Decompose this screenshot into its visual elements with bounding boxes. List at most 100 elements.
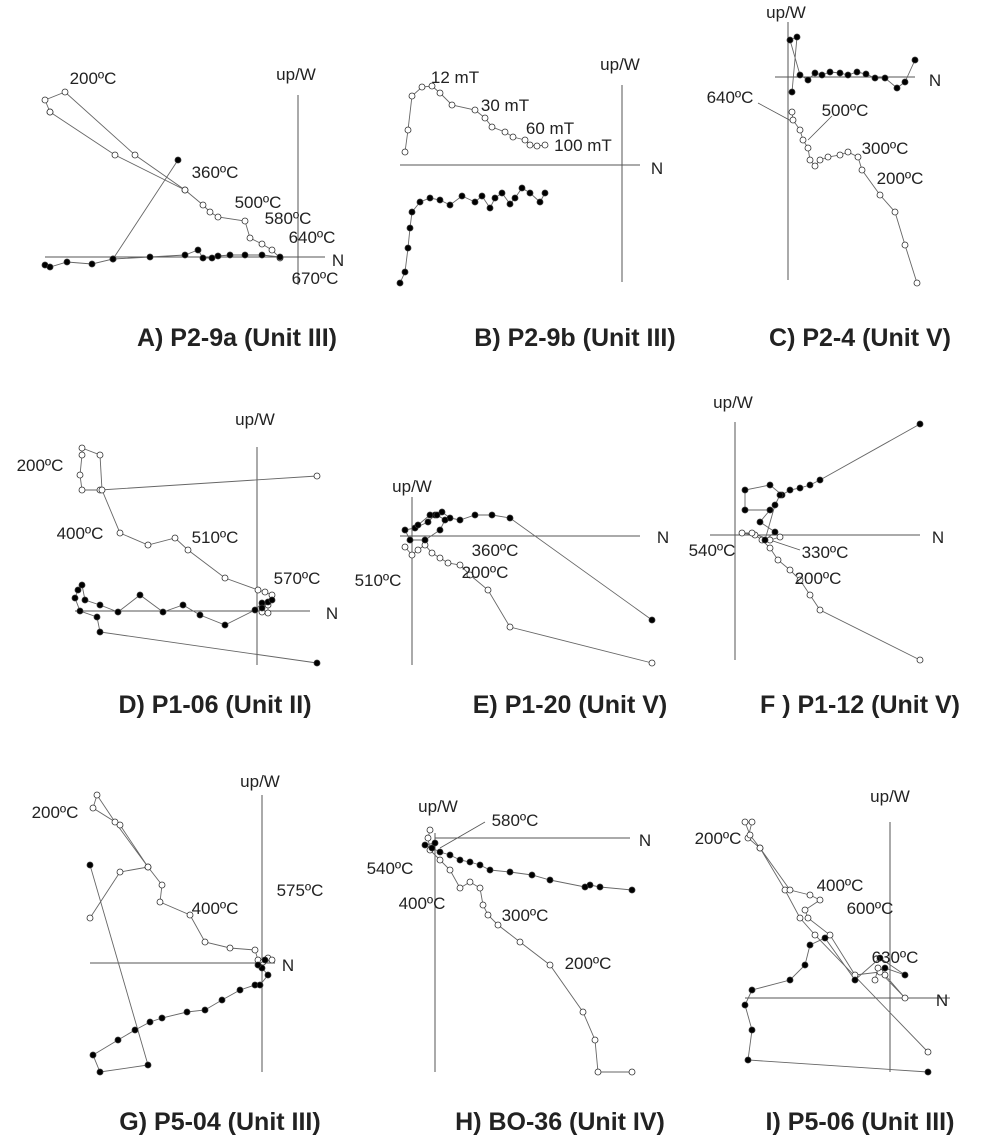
filled-point bbox=[506, 514, 514, 522]
open-point bbox=[488, 123, 496, 131]
open-point bbox=[436, 554, 444, 562]
open-point bbox=[471, 106, 479, 114]
open-point bbox=[268, 956, 276, 964]
open-point bbox=[591, 1036, 599, 1044]
open-point bbox=[738, 529, 746, 537]
leader-line bbox=[439, 821, 486, 849]
filled-point bbox=[89, 1051, 97, 1059]
open-point bbox=[824, 153, 832, 161]
filled-point bbox=[446, 201, 454, 209]
filled-point bbox=[96, 1068, 104, 1076]
temperature-label: 200ºC bbox=[565, 954, 612, 973]
filled-point bbox=[796, 484, 804, 492]
open-point bbox=[86, 914, 94, 922]
temperature-label: 600ºC bbox=[847, 899, 894, 918]
open-point bbox=[214, 213, 222, 221]
temperature-label: 400ºC bbox=[57, 524, 104, 543]
temperature-label: 360ºC bbox=[472, 541, 519, 560]
demag-path bbox=[404, 544, 653, 664]
open-point bbox=[804, 144, 812, 152]
filled-point bbox=[268, 596, 276, 604]
filled-point bbox=[786, 486, 794, 494]
filled-point bbox=[881, 74, 889, 82]
open-point bbox=[78, 451, 86, 459]
filled-point bbox=[801, 961, 809, 969]
open-point bbox=[116, 821, 124, 829]
filled-point bbox=[109, 255, 117, 263]
open-point bbox=[479, 901, 487, 909]
open-point bbox=[206, 208, 214, 216]
filled-point bbox=[396, 279, 404, 287]
temperature-label: 630ºC bbox=[872, 948, 919, 967]
open-point bbox=[466, 571, 474, 579]
filled-point bbox=[276, 253, 284, 261]
axis-up-label: up/W bbox=[713, 393, 753, 412]
open-point bbox=[516, 938, 524, 946]
panel: up/W N 200ºC 400ºC 510ºC 570ºC D) P1-06 (Unit … bbox=[17, 410, 339, 719]
open-point bbox=[786, 886, 794, 894]
filled-point bbox=[518, 184, 526, 192]
filled-point bbox=[401, 526, 409, 534]
open-point bbox=[816, 896, 824, 904]
filled-point bbox=[748, 1026, 756, 1034]
open-point bbox=[806, 891, 814, 899]
filled-point bbox=[74, 586, 82, 594]
temperature-label: 400ºC bbox=[399, 894, 446, 913]
panel: up/W N 200ºC 400ºC 600ºC 630ºC I) P5-06 (Unit … bbox=[695, 787, 955, 1136]
open-point bbox=[786, 566, 794, 574]
panel: up/W N 640ºC 500ºC 300ºC 200ºC C) P2-4 (Unit V… bbox=[707, 3, 951, 352]
open-point bbox=[404, 126, 412, 134]
temperature-label: 200ºC bbox=[32, 803, 79, 822]
axis-n-label: N bbox=[326, 604, 338, 623]
temperature-label: 200ºC bbox=[70, 69, 117, 88]
temperature-label: 300ºC bbox=[862, 139, 909, 158]
temperature-label: 670ºC bbox=[292, 269, 339, 288]
filled-point bbox=[431, 839, 439, 847]
open-point bbox=[226, 944, 234, 952]
filled-point bbox=[251, 606, 259, 614]
temperature-label: 12 mT bbox=[431, 68, 479, 87]
filled-point bbox=[179, 601, 187, 609]
filled-point bbox=[506, 868, 514, 876]
filled-point bbox=[199, 254, 207, 262]
open-point bbox=[76, 471, 84, 479]
filled-point bbox=[648, 616, 656, 624]
filled-point bbox=[256, 981, 264, 989]
filled-point bbox=[433, 511, 441, 519]
open-point bbox=[93, 791, 101, 799]
filled-point bbox=[844, 71, 852, 79]
open-point bbox=[748, 529, 756, 537]
leader-line bbox=[769, 539, 801, 551]
panel-caption: I) P5-06 (Unit III) bbox=[766, 1108, 955, 1136]
axis-up-label: up/W bbox=[600, 55, 640, 74]
filled-point bbox=[261, 956, 269, 964]
axis-n-label: N bbox=[651, 159, 663, 178]
filled-point bbox=[806, 481, 814, 489]
filled-point bbox=[851, 976, 859, 984]
temperature-label: 510ºC bbox=[192, 528, 239, 547]
filled-point bbox=[901, 971, 909, 979]
filled-point bbox=[408, 208, 416, 216]
open-point bbox=[526, 141, 534, 149]
leader-line bbox=[807, 115, 833, 141]
open-point bbox=[481, 114, 489, 122]
open-point bbox=[748, 818, 756, 826]
filled-point bbox=[46, 263, 54, 271]
filled-point bbox=[158, 1014, 166, 1022]
open-point bbox=[131, 151, 139, 159]
temperature-label: 400ºC bbox=[817, 876, 864, 895]
filled-point bbox=[546, 876, 554, 884]
open-point bbox=[401, 543, 409, 551]
open-point bbox=[804, 914, 812, 922]
open-point bbox=[184, 546, 192, 554]
filled-point bbox=[478, 192, 486, 200]
temperature-label: 540ºC bbox=[367, 859, 414, 878]
demag-path bbox=[44, 91, 281, 259]
filled-point bbox=[194, 246, 202, 254]
axis-n-label: N bbox=[657, 528, 669, 547]
open-point bbox=[494, 921, 502, 929]
filled-point bbox=[786, 976, 794, 984]
filled-point bbox=[528, 871, 536, 879]
filled-point bbox=[86, 861, 94, 869]
axis-n-label: N bbox=[929, 71, 941, 90]
